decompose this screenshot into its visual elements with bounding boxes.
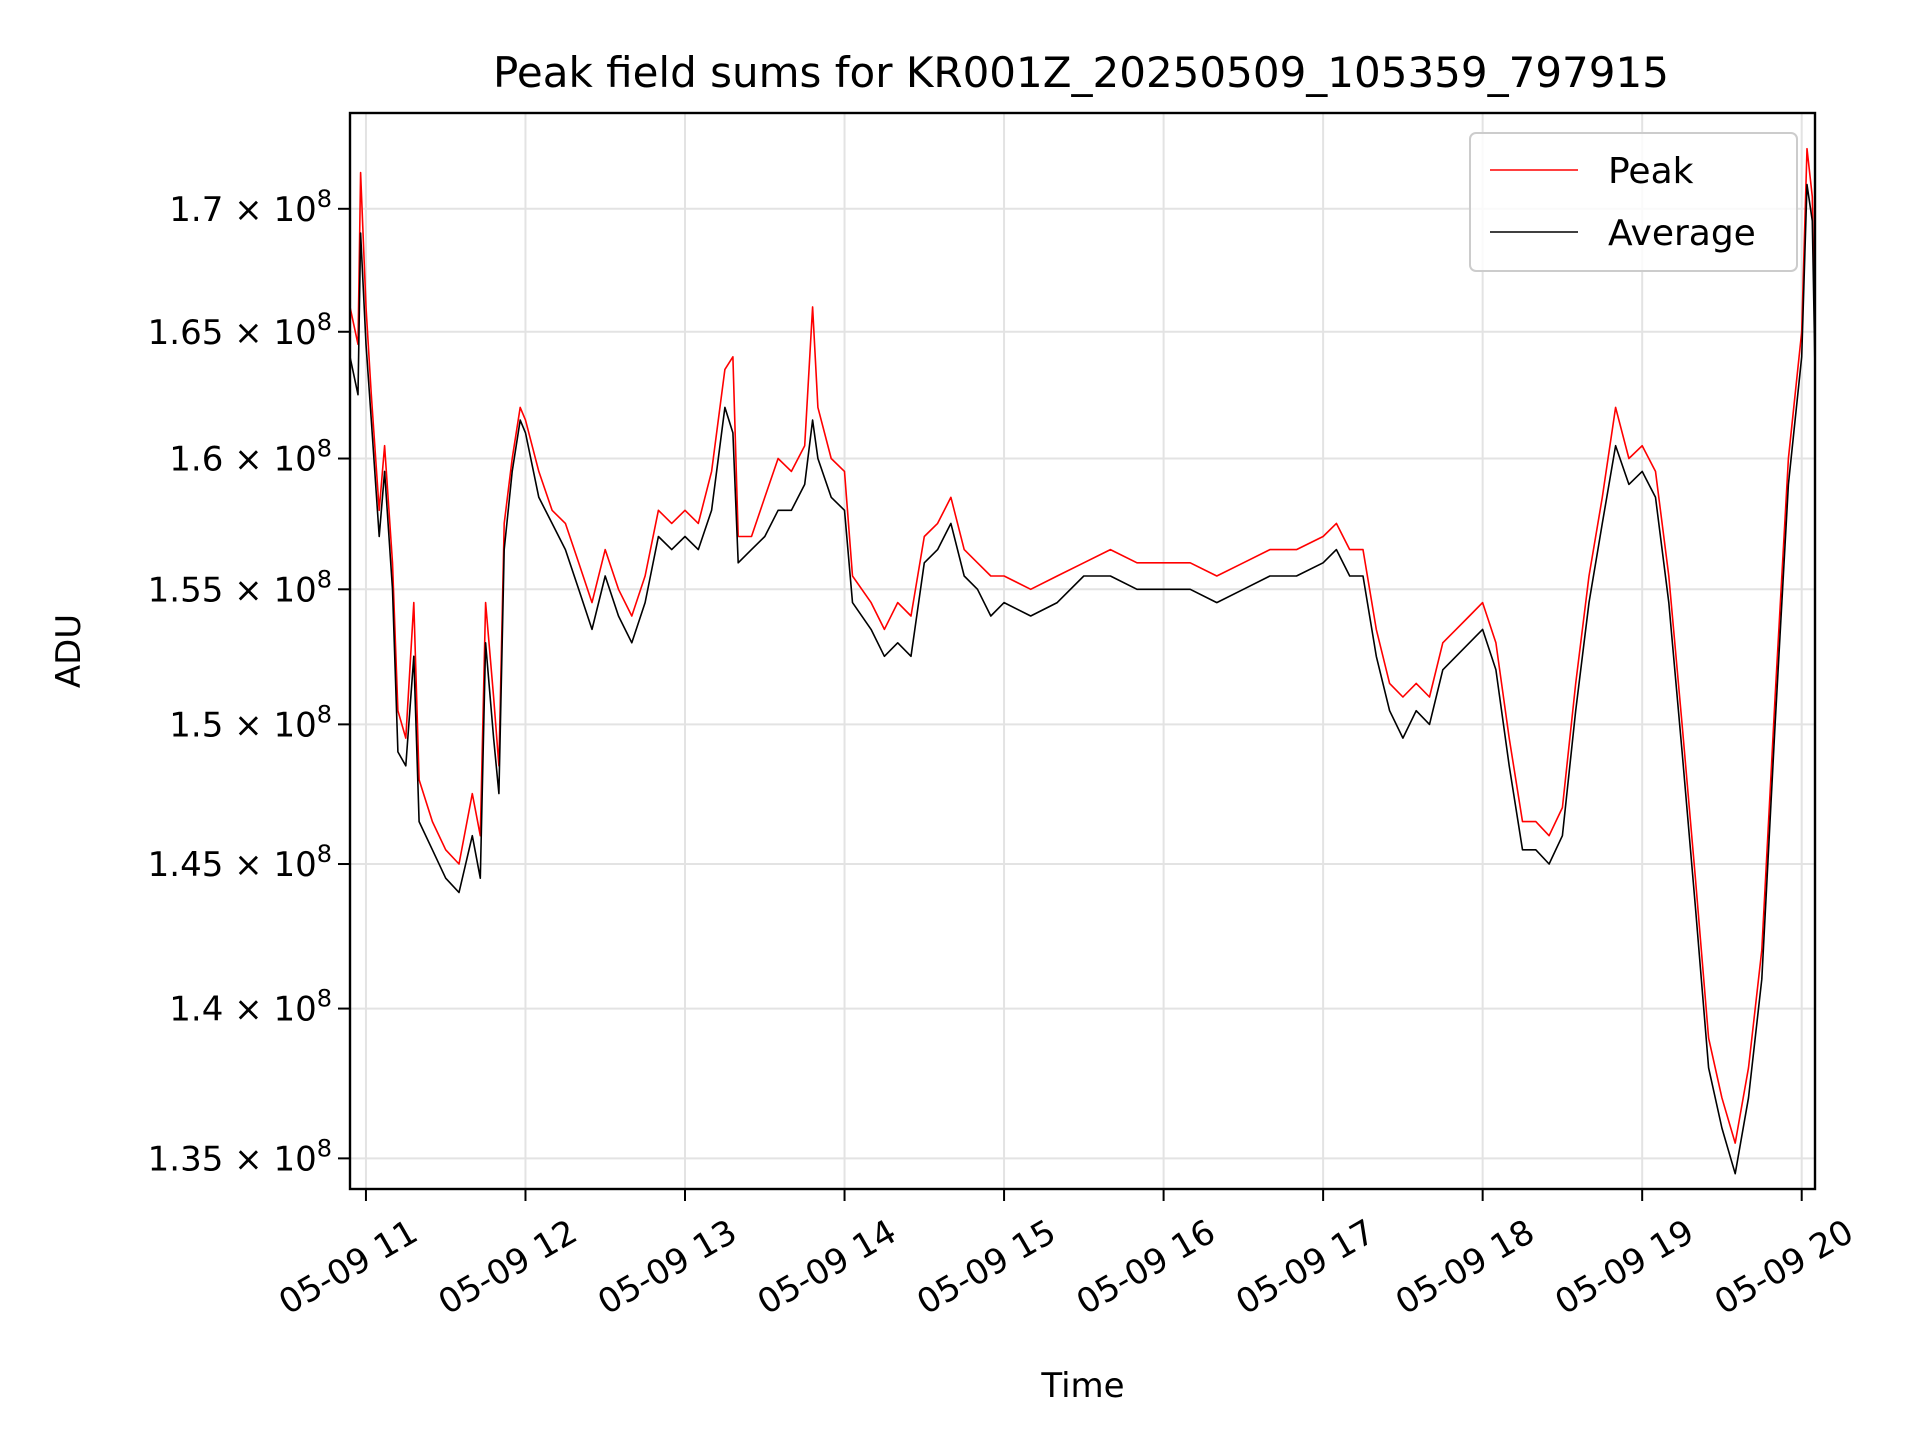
y-tick-suffix: × 10 (234, 313, 317, 353)
y-tick-label: 1.35 × 108 (148, 1134, 332, 1179)
series-line-peak (349, 147, 1816, 1144)
y-tick-exponent: 8 (317, 840, 332, 868)
legend-label-average: Average (1608, 213, 1756, 254)
y-tick-label: 1.5 × 108 (169, 700, 332, 745)
y-tick-label: 1.7 × 108 (169, 185, 332, 230)
y-tick-exponent: 8 (317, 308, 332, 336)
series-line-average (349, 183, 1816, 1175)
y-tick-suffix: × 10 (234, 1139, 317, 1179)
y-tick-label: 1.55 × 108 (148, 565, 332, 610)
y-tick-mantissa: 1.35 (148, 1139, 235, 1179)
legend-box (1469, 132, 1798, 272)
y-tick-suffix: × 10 (234, 990, 317, 1030)
legend-label-peak: Peak (1608, 151, 1694, 192)
y-tick-mantissa: 1.65 (148, 313, 235, 353)
y-tick-exponent: 8 (317, 1134, 332, 1162)
y-tick-suffix: × 10 (234, 440, 317, 480)
x-axis-label: Time (1040, 1366, 1124, 1406)
y-axis-label: ADU (49, 614, 89, 688)
y-tick-exponent: 8 (317, 565, 332, 593)
y-tick-exponent: 8 (317, 435, 332, 463)
y-tick-mantissa: 1.5 (169, 705, 234, 745)
y-tick-exponent: 8 (317, 185, 332, 213)
y-tick-suffix: × 10 (234, 705, 317, 745)
y-tick-mantissa: 1.55 (148, 570, 235, 610)
legend: Peak Average (1469, 132, 1798, 272)
y-tick-suffix: × 10 (234, 190, 317, 230)
y-tick-exponent: 8 (317, 985, 332, 1013)
plot-frame (348, 111, 1817, 1191)
y-tick-mantissa: 1.6 (169, 440, 234, 480)
y-tick-suffix: × 10 (234, 845, 317, 885)
chart-title: Peak field sums for KR001Z_20250509_1053… (493, 48, 1669, 97)
y-tick-mantissa: 1.45 (148, 845, 235, 885)
y-tick-label: 1.6 × 108 (169, 435, 332, 480)
y-tick-label: 1.4 × 108 (169, 985, 332, 1030)
y-tick-label: 1.65 × 108 (148, 308, 332, 353)
grid (350, 113, 1815, 1189)
y-tick-mantissa: 1.7 (169, 190, 234, 230)
y-tick-mantissa: 1.4 (169, 990, 234, 1030)
y-tick-label: 1.45 × 108 (148, 840, 332, 885)
series-layer (349, 147, 1816, 1175)
y-tick-exponent: 8 (317, 700, 332, 728)
y-tick-suffix: × 10 (234, 570, 317, 610)
